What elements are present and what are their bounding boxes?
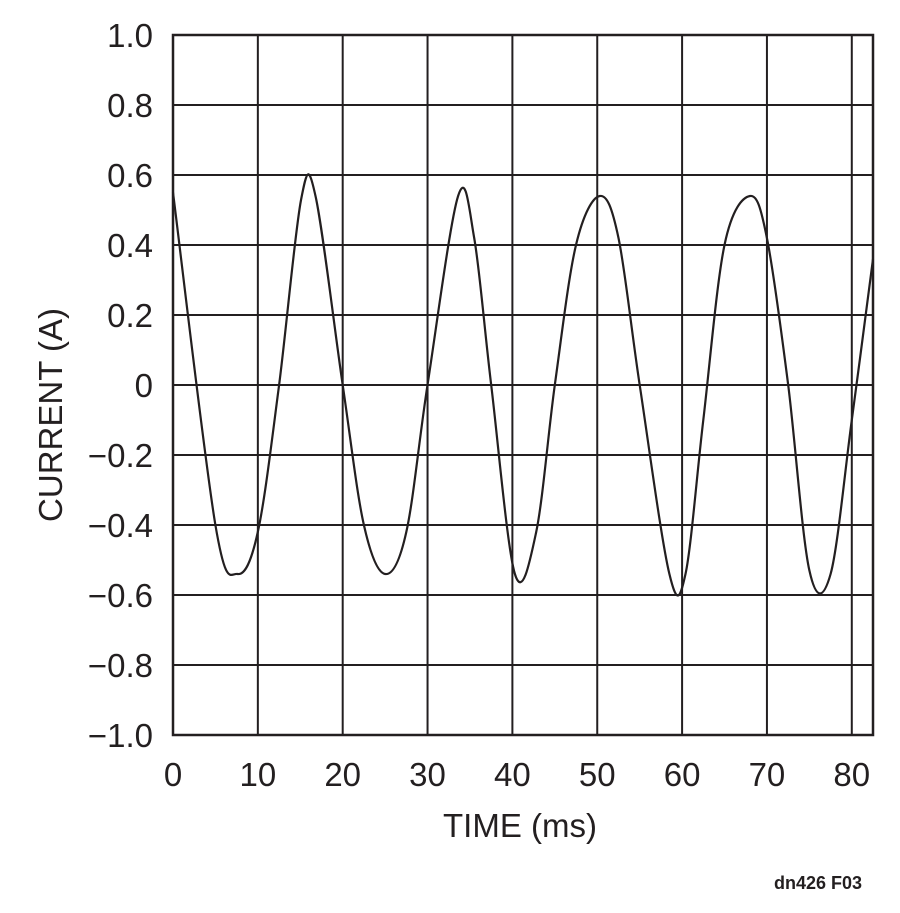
y-tick-label: −1.0 xyxy=(88,717,153,754)
y-tick-label: 0 xyxy=(135,367,153,404)
x-tick-label: 60 xyxy=(664,756,701,793)
y-tick-label: 0.4 xyxy=(107,227,153,264)
x-tick-labels: 0 10 20 30 40 50 60 70 80 xyxy=(164,756,870,793)
plot-frame xyxy=(171,33,875,737)
y-tick-label: 0.6 xyxy=(107,157,153,194)
x-tick-label: 40 xyxy=(494,756,531,793)
x-tick-label: 70 xyxy=(749,756,786,793)
y-tick-label: −0.6 xyxy=(88,577,153,614)
x-tick-label: 0 xyxy=(164,756,182,793)
y-tick-label: 0.8 xyxy=(107,87,153,124)
y-tick-labels: 1.0 0.8 0.6 0.4 0.2 0 −0.2 −0.4 −0.6 −0.8 −1.0 xyxy=(88,17,153,754)
y-tick-label: −0.2 xyxy=(88,437,153,474)
x-tick-label: 10 xyxy=(239,756,276,793)
grid-horizontal xyxy=(173,104,873,666)
y-tick-label: 0.2 xyxy=(107,297,153,334)
y-axis-label: CURRENT (A) xyxy=(32,308,69,522)
x-axis-label: TIME (ms) xyxy=(443,807,597,844)
figure-id: dn426 F03 xyxy=(774,873,862,893)
y-tick-label: 1.0 xyxy=(107,17,153,54)
current-waveform-line xyxy=(171,173,875,597)
y-tick-label: −0.4 xyxy=(88,507,153,544)
x-tick-label: 20 xyxy=(324,756,361,793)
x-tick-label: 30 xyxy=(409,756,446,793)
x-tick-label: 80 xyxy=(833,756,870,793)
x-tick-label: 50 xyxy=(579,756,616,793)
y-tick-label: −0.8 xyxy=(88,647,153,684)
